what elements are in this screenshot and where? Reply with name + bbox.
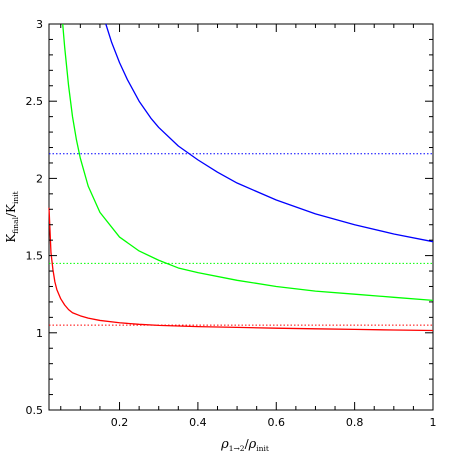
x-tick-label: 0.8 — [346, 416, 364, 429]
y-tick-label: 2 — [36, 172, 43, 185]
x-label-sub: 1→2 — [229, 444, 245, 453]
plot-frame — [48, 23, 434, 411]
series-line-1 — [62, 23, 434, 302]
y-axis-label: Kfinal/Kinit — [4, 191, 20, 242]
y-tick-label: 1 — [36, 327, 43, 340]
reference-lines — [49, 153, 433, 326]
series-lines — [48, 23, 434, 332]
y-tick-label: 2.5 — [26, 95, 44, 108]
y-tick-label: 0.5 — [26, 404, 44, 417]
x-tick-label: 0.6 — [268, 416, 286, 429]
series-line-0 — [48, 207, 434, 332]
x-axis-label: ρ1→2/ρinit — [220, 437, 269, 453]
y-label-main2: K — [4, 203, 18, 213]
x-label-slash: / — [245, 437, 250, 451]
y-tick-label: 3 — [36, 18, 43, 31]
x-label-main: ρ — [220, 437, 229, 452]
y-label-sub: final — [11, 216, 20, 233]
y-label-slash: / — [4, 212, 18, 217]
x-tick-label: 0.2 — [111, 416, 129, 429]
tick-labels: 0.2 0.4 0.6 0.8 1 0.5 1 1.5 2 2.5 3 — [26, 18, 437, 429]
y-label-sub2: init — [11, 191, 20, 204]
axis-ticks — [49, 23, 434, 411]
y-tick-label: 1.5 — [26, 250, 44, 263]
x-tick-label: 1 — [430, 416, 437, 429]
x-label-main2: ρ — [248, 437, 257, 452]
series-line-2 — [105, 23, 434, 243]
y-label-main: K — [4, 233, 18, 243]
x-tick-label: 0.4 — [189, 416, 207, 429]
x-label-sub2: init — [256, 444, 269, 453]
